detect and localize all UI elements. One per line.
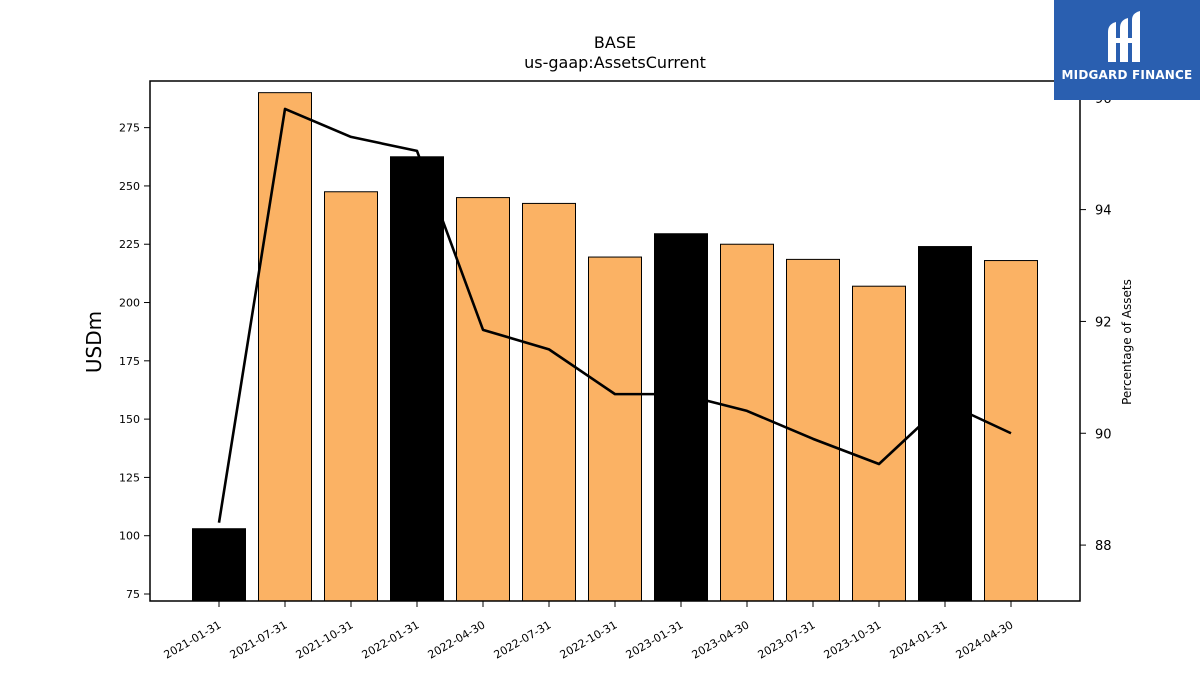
x-tick-label: 2022-07-31: [492, 618, 554, 661]
bar-2023-04-30: [720, 243, 774, 602]
x-tick-label: 2021-10-31: [294, 618, 356, 661]
x-tick-label: 2021-01-31: [162, 618, 224, 661]
logo-text: MIDGARD FINANCE: [1061, 68, 1193, 82]
y-tick-label: 175: [119, 355, 140, 368]
x-tick-label: 2022-01-31: [360, 618, 422, 661]
bar-2022-01-31: [390, 156, 444, 602]
x-tick-label: 2023-10-31: [822, 618, 884, 661]
bar-2024-01-31: [918, 246, 972, 602]
y-tick-label: 275: [119, 122, 140, 135]
y-tick-label: 225: [119, 238, 140, 251]
y-tick-label: 75: [126, 588, 140, 601]
y2-tick-label: 92: [1095, 315, 1112, 330]
x-tick-label: 2023-04-30: [690, 618, 752, 661]
y-tick-label: 125: [119, 471, 140, 484]
y-tick-label: 250: [119, 180, 140, 193]
bar-2023-01-31: [654, 233, 708, 602]
x-tick-label: 2021-07-31: [228, 618, 290, 661]
brand-logo: MIDGARD FINANCE: [1054, 0, 1200, 100]
chart-subtitle: us-gaap:AssetsCurrent: [524, 53, 706, 72]
percentage-line: [217, 107, 1012, 523]
x-tick-label: 2022-04-30: [426, 618, 488, 661]
midgard-logo-icon: [1108, 11, 1140, 62]
bar-2021-01-31: [192, 528, 246, 602]
y2-tick-label: 88: [1095, 539, 1112, 554]
y2-axis-label: Percentage of Assets: [1120, 279, 1134, 405]
y-tick-label: 150: [119, 413, 140, 426]
bars-layer: [192, 92, 1038, 602]
bar-2022-04-30: [456, 197, 510, 602]
y-tick-label: 200: [119, 297, 140, 310]
y2-tick-label: 90: [1095, 427, 1112, 442]
x-tick-label: 2023-01-31: [624, 618, 686, 661]
chart-title: BASE: [594, 33, 636, 52]
y-tick-label: 100: [119, 530, 140, 543]
bar-2021-07-31: [258, 92, 312, 602]
x-tick-label: 2024-04-30: [954, 618, 1016, 661]
bar-2021-10-31: [324, 191, 378, 602]
bar-2024-04-30: [984, 260, 1038, 602]
y2-tick-label: 94: [1095, 204, 1112, 219]
y-axis-label: USDm: [82, 311, 106, 373]
x-tick-label: 2022-10-31: [558, 618, 620, 661]
x-tick-label: 2023-07-31: [756, 618, 818, 661]
bar-2022-10-31: [588, 256, 642, 602]
x-tick-label: 2024-01-31: [888, 618, 950, 661]
bar-2023-10-31: [852, 285, 906, 602]
bar-2022-07-31: [522, 202, 576, 602]
line-layer: [217, 107, 1012, 523]
